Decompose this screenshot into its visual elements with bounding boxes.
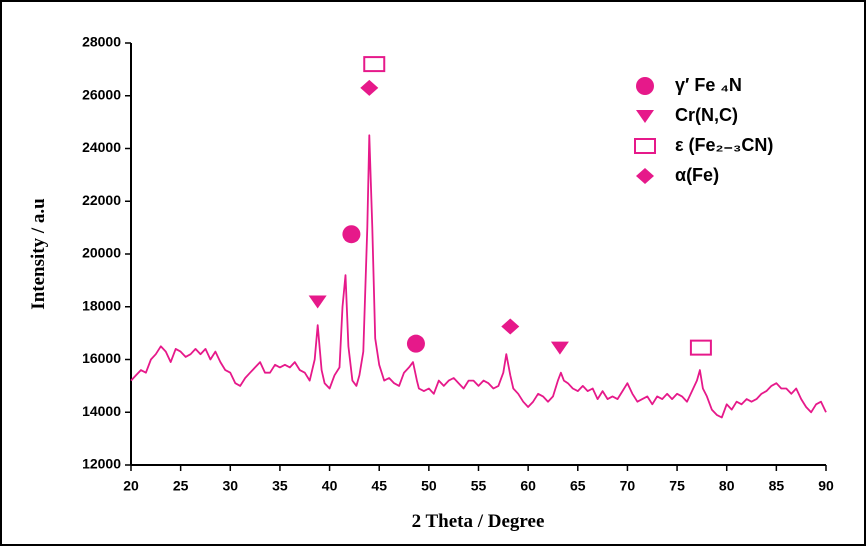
marker-square	[689, 339, 712, 356]
marker-diamond	[360, 79, 379, 96]
x-tick-label: 35	[272, 478, 288, 494]
legend-label: ε (Fe₂₋₃CN)	[675, 135, 773, 155]
x-tick-label: 50	[421, 478, 437, 494]
marker-circle	[636, 77, 654, 95]
marker-diamond	[501, 318, 520, 335]
x-tick-label: 90	[818, 478, 834, 494]
x-tick-label: 65	[570, 478, 586, 494]
marker-circle	[406, 334, 425, 353]
legend-label: γ′ Fe ₄N	[675, 75, 742, 95]
marker-triangle	[550, 341, 569, 355]
y-tick-label: 14000	[82, 403, 121, 419]
x-tick-label: 85	[769, 478, 785, 494]
marker-circle	[342, 225, 361, 244]
legend-label: α(Fe)	[675, 165, 719, 185]
x-tick-label: 25	[173, 478, 189, 494]
x-axis-label: 2 Theta / Degree	[412, 511, 545, 532]
x-tick-label: 30	[222, 478, 238, 494]
y-tick-label: 26000	[82, 86, 121, 102]
y-tick-label: 12000	[82, 456, 121, 472]
y-tick-label: 22000	[82, 192, 121, 208]
marker-triangle	[308, 295, 327, 309]
y-tick-label: 18000	[82, 297, 121, 313]
legend-label: Cr(N,C)	[675, 105, 738, 125]
marker-diamond	[636, 168, 654, 184]
x-tick-label: 40	[322, 478, 338, 494]
x-tick-label: 75	[669, 478, 685, 494]
y-axis-label: Intensity / a.u	[28, 198, 49, 310]
x-tick-label: 80	[719, 478, 735, 494]
x-tick-label: 60	[520, 478, 536, 494]
x-tick-label: 45	[371, 478, 387, 494]
y-tick-label: 20000	[82, 245, 121, 261]
y-tick-label: 16000	[82, 350, 121, 366]
data-line	[130, 134, 827, 419]
marker-triangle	[636, 110, 654, 123]
x-tick-label: 70	[620, 478, 636, 494]
x-tick-label: 20	[123, 478, 139, 494]
x-tick-label: 55	[471, 478, 487, 494]
y-tick-label: 28000	[82, 34, 121, 50]
marker-square	[363, 56, 386, 73]
y-tick-label: 24000	[82, 139, 121, 155]
marker-square	[634, 138, 656, 154]
